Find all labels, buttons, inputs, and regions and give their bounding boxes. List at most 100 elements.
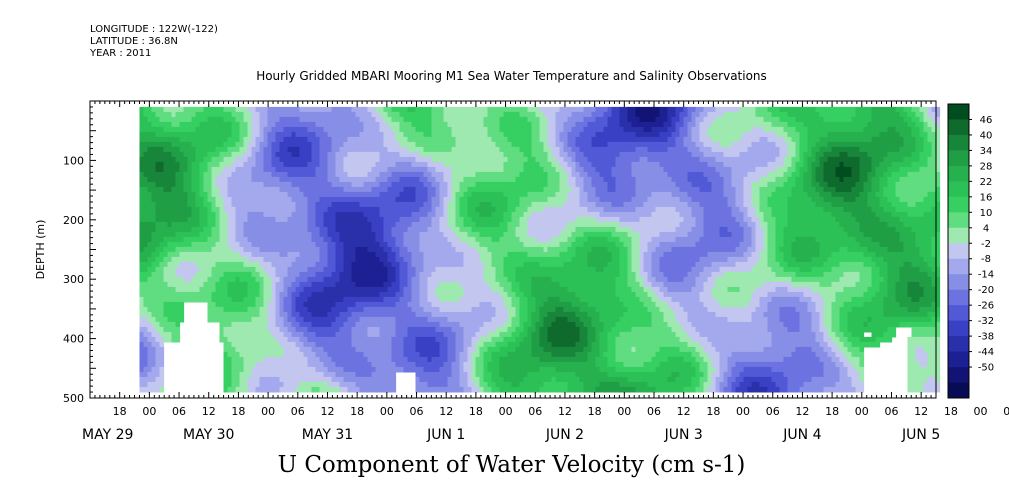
heatmap-cell [415, 121, 421, 128]
heatmap-cell [387, 186, 393, 193]
heatmap-cell [235, 281, 241, 288]
heatmap-cell [415, 366, 421, 373]
heatmap-cell [355, 271, 361, 278]
heatmap-cell [171, 171, 177, 178]
heatmap-cell [319, 336, 325, 343]
heatmap-cell [207, 271, 213, 278]
heatmap-cell [391, 146, 397, 153]
heatmap-cell [279, 361, 285, 368]
heatmap-cell [235, 191, 241, 198]
heatmap-cell [499, 171, 505, 178]
heatmap-cell [423, 316, 429, 323]
heatmap-cell [351, 221, 357, 228]
heatmap-cell [503, 131, 509, 138]
heatmap-cell [327, 381, 333, 388]
heatmap-cell [491, 306, 497, 313]
heatmap-cell [455, 361, 461, 368]
heatmap-cell [211, 156, 217, 163]
heatmap-cell [147, 291, 153, 298]
heatmap-cell [259, 271, 265, 278]
heatmap-cell [223, 151, 229, 158]
heatmap-cell [479, 281, 485, 288]
heatmap-cell [303, 376, 309, 383]
heatmap-cell [287, 171, 293, 178]
heatmap-cell [407, 336, 413, 343]
heatmap-cell [167, 206, 173, 213]
heatmap-cell [443, 246, 449, 253]
heatmap-cell [371, 191, 377, 198]
heatmap-cell [431, 336, 437, 343]
heatmap-cell [447, 221, 453, 228]
heatmap-cell [215, 316, 221, 323]
heatmap-cell [243, 156, 249, 163]
heatmap-cell [379, 231, 385, 238]
heatmap-cell [199, 276, 205, 283]
heatmap-cell [143, 326, 149, 333]
heatmap-cell [335, 196, 341, 203]
heatmap-cell [275, 111, 281, 118]
heatmap-cell [139, 211, 145, 218]
heatmap-cell [459, 316, 465, 323]
heatmap-cell [379, 386, 385, 393]
heatmap-cell [279, 316, 285, 323]
heatmap-cell [375, 341, 381, 348]
heatmap-cell [263, 161, 269, 168]
heatmap-cell [467, 131, 473, 138]
heatmap-cell [175, 211, 181, 218]
heatmap-cell [387, 301, 393, 308]
heatmap-cell [399, 126, 405, 133]
heatmap-cell [271, 211, 277, 218]
heatmap-cell [399, 131, 405, 138]
heatmap-cell [403, 266, 409, 273]
heatmap-cell [303, 336, 309, 343]
heatmap-cell [247, 351, 253, 358]
heatmap-cell [263, 261, 269, 268]
heatmap-cell [415, 146, 421, 153]
heatmap-cell [179, 241, 185, 248]
heatmap-cell [339, 166, 345, 173]
heatmap-cell [251, 156, 257, 163]
heatmap-cell [323, 191, 329, 198]
heatmap-cell [227, 171, 233, 178]
heatmap-cell [259, 301, 265, 308]
heatmap-cell [355, 321, 361, 328]
heatmap-cell [399, 146, 405, 153]
heatmap-cell [359, 276, 365, 283]
heatmap-cell [167, 266, 173, 273]
heatmap-cell [327, 246, 333, 253]
heatmap-cell [307, 311, 313, 318]
heatmap-cell [375, 126, 381, 133]
heatmap-cell [419, 156, 425, 163]
heatmap-cell [419, 341, 425, 348]
heatmap-cell [455, 236, 461, 243]
heatmap-cell [463, 116, 469, 123]
heatmap-cell [247, 301, 253, 308]
heatmap-cell [475, 286, 481, 293]
heatmap-cell [167, 116, 173, 123]
heatmap-cell [391, 281, 397, 288]
heatmap-cell [443, 166, 449, 173]
heatmap-cell [391, 346, 397, 353]
heatmap-cell [159, 316, 165, 323]
heatmap-cell [367, 196, 373, 203]
heatmap-cell [371, 211, 377, 218]
heatmap-cell [391, 116, 397, 123]
heatmap-cell [195, 261, 201, 268]
heatmap-cell [343, 111, 349, 118]
heatmap-cell [495, 371, 501, 378]
heatmap-cell [295, 266, 301, 273]
heatmap-cell [315, 286, 321, 293]
heatmap-cell [427, 186, 433, 193]
heatmap-cell [335, 206, 341, 213]
heatmap-cell [351, 211, 357, 218]
heatmap-cell [383, 386, 389, 393]
heatmap-cell [343, 141, 349, 148]
heatmap-cell [359, 261, 365, 268]
heatmap-cell [451, 106, 457, 113]
heatmap-cell [347, 116, 353, 123]
heatmap-cell [475, 331, 481, 338]
heatmap-cell [295, 126, 301, 133]
heatmap-cell [223, 166, 229, 173]
heatmap-cell [419, 136, 425, 143]
heatmap-cell [503, 241, 509, 248]
